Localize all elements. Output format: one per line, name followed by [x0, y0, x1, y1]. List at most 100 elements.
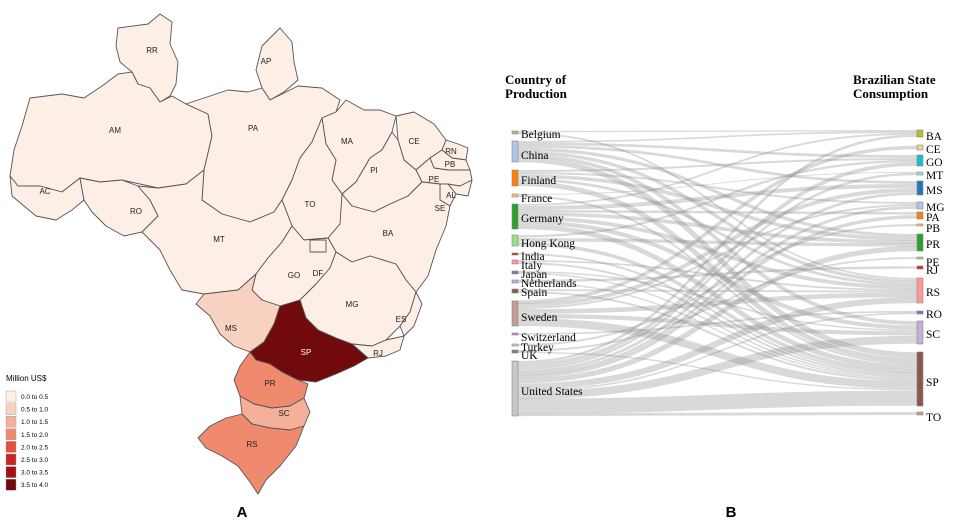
source-node-label: Italy	[521, 260, 542, 272]
sankey-link	[517, 219, 918, 330]
sankey-link	[517, 172, 918, 204]
sankey-link	[517, 313, 918, 336]
source-node-label: Hong Kong	[521, 238, 575, 250]
target-node-label: PE	[926, 257, 939, 269]
target-node	[916, 265, 924, 270]
map-legend: Million US$ 0.0 to 0.5 0.5 to 1.0 1.0 to 1…	[5, 374, 48, 491]
source-node-label: Switzerland	[521, 332, 576, 344]
legend-swatch	[5, 453, 17, 466]
state-label-MS: MS	[225, 324, 237, 333]
sankey-link	[517, 296, 918, 390]
sankey-link	[517, 262, 918, 377]
sankey-link	[517, 253, 918, 375]
sankey-link	[517, 181, 918, 363]
source-node	[511, 193, 519, 198]
state-label-AC: AC	[39, 187, 50, 196]
state-label-BA: BA	[383, 229, 394, 238]
source-node-label: Sweden	[521, 312, 558, 324]
source-node-label: Finland	[521, 175, 556, 187]
target-node	[916, 411, 924, 416]
sankey-link	[517, 281, 918, 380]
sankey-link	[517, 129, 918, 133]
target-node	[916, 351, 924, 407]
sankey-link	[517, 351, 918, 391]
target-node	[916, 277, 924, 304]
sankey-link	[517, 335, 918, 400]
target-node	[916, 201, 924, 210]
state-label-SP: SP	[301, 348, 312, 357]
sankey-link	[517, 162, 918, 368]
state-label-GO: GO	[288, 271, 300, 280]
state-label-SE: SE	[435, 204, 446, 213]
source-node	[511, 332, 519, 336]
state-AC	[9, 175, 85, 221]
sankey-link	[517, 289, 918, 293]
target-node-label: MG	[926, 202, 945, 214]
target-node	[916, 154, 924, 167]
state-label-PB: PB	[445, 160, 456, 169]
state-label-PR: PR	[264, 379, 275, 388]
target-node	[916, 144, 924, 151]
sankey-left-title-line2: Production	[505, 86, 568, 101]
sankey-link	[517, 206, 918, 376]
sankey-link	[517, 172, 918, 370]
state-label-TO: TO	[305, 200, 316, 209]
sankey-link	[517, 145, 918, 304]
target-node	[916, 180, 924, 196]
state-label-PE: PE	[429, 175, 440, 184]
state-label-RJ: RJ	[373, 349, 383, 358]
panel-label-a: A	[237, 504, 248, 521]
target-node-label: CE	[926, 144, 941, 156]
state-RR	[115, 13, 179, 103]
sankey-link	[517, 270, 918, 332]
state-label-SC: SC	[278, 409, 289, 418]
state-AP	[255, 27, 299, 101]
state-label-CE: CE	[408, 137, 419, 146]
target-node-label: SC	[926, 329, 940, 341]
legend-label: 3.0 to 3.5	[21, 470, 48, 477]
sankey-link	[517, 224, 918, 370]
sankey-link	[517, 195, 918, 365]
target-node-label: PR	[926, 239, 940, 251]
state-label-DF: DF	[313, 269, 324, 278]
target-node-label: PB	[926, 223, 940, 235]
target-node	[916, 171, 924, 176]
target-node-label: BA	[926, 131, 943, 143]
legend-swatch	[5, 479, 17, 491]
source-node	[511, 300, 519, 327]
legend-label: 2.0 to 2.5	[21, 444, 48, 451]
sankey-right-title-line1: Brazilian State	[853, 72, 936, 87]
sankey-right-title-line2: Consumption	[853, 86, 929, 101]
target-node	[916, 310, 924, 315]
source-node-label: Germany	[521, 213, 564, 225]
target-node-label: PA	[926, 212, 940, 224]
sankey-link	[517, 132, 918, 206]
sankey-link	[517, 158, 918, 172]
target-node	[916, 256, 924, 260]
target-node-label: RO	[926, 309, 942, 321]
legend-swatch	[5, 466, 17, 478]
source-node	[511, 234, 519, 247]
legend-swatch	[5, 441, 17, 453]
sankey-source-nodes: Belgium China Finland France Germany Hong Kon…	[511, 129, 583, 417]
state-DF	[309, 239, 327, 253]
source-node	[511, 140, 519, 163]
state-label-MT: MT	[213, 235, 225, 244]
sankey-link	[517, 291, 918, 382]
target-node-label: RJ	[926, 265, 939, 277]
sankey-link	[517, 412, 918, 417]
sankey-link	[517, 266, 918, 283]
source-node	[511, 343, 519, 347]
source-node	[511, 169, 519, 187]
sankey-link	[517, 134, 918, 364]
sankey-link	[517, 142, 918, 158]
legend-label: 0.5 to 1.0	[21, 407, 48, 414]
target-node	[916, 211, 924, 220]
source-node	[511, 349, 519, 354]
source-node	[511, 252, 519, 256]
state-label-PA: PA	[248, 124, 259, 133]
sankey-link	[517, 171, 918, 195]
legend-swatch	[5, 428, 17, 440]
